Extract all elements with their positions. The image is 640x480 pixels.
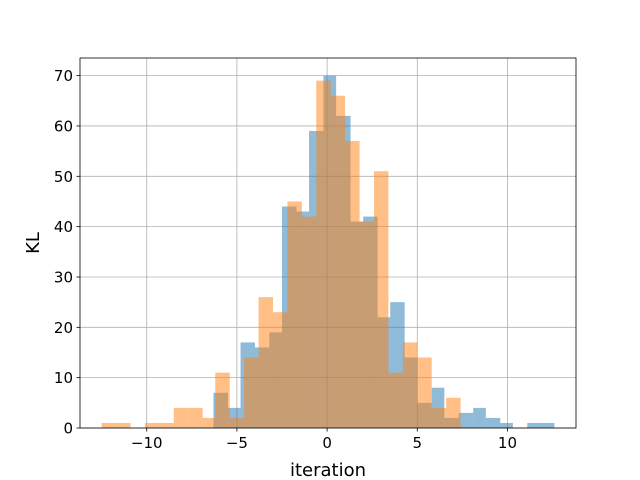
histogram-bar bbox=[101, 422, 117, 428]
histogram-bar bbox=[202, 417, 216, 428]
y-tick-label: 60 bbox=[54, 117, 73, 135]
histogram-bar bbox=[316, 80, 331, 428]
histogram-bar bbox=[446, 397, 461, 428]
histogram-bar bbox=[485, 417, 501, 428]
histogram-bar bbox=[417, 357, 432, 428]
histogram-bar bbox=[116, 422, 131, 428]
histogram-bars bbox=[101, 75, 555, 429]
histogram-bar bbox=[388, 372, 403, 428]
y-tick-label: 20 bbox=[54, 319, 73, 337]
x-tick-label: 5 bbox=[413, 434, 423, 452]
x-axis-label: iteration bbox=[290, 460, 366, 480]
histogram-bar bbox=[527, 422, 540, 428]
histogram-bar bbox=[173, 407, 189, 428]
histogram-bar bbox=[229, 417, 245, 428]
histogram-bar bbox=[159, 422, 174, 428]
y-tick-label: 30 bbox=[54, 268, 73, 286]
histogram-bar bbox=[539, 422, 555, 428]
histogram-series-2 bbox=[101, 80, 461, 429]
plot-frame bbox=[79, 57, 577, 429]
axis-ticks: −10 −5 0 5 10 0 10 20 30 40 50 60 70 bbox=[54, 67, 517, 452]
histogram-bar bbox=[272, 312, 288, 428]
y-tick-label: 0 bbox=[63, 420, 73, 438]
histogram-bar bbox=[301, 216, 317, 428]
x-tick-label: −10 bbox=[131, 434, 163, 452]
histogram-bar bbox=[500, 422, 513, 428]
histogram-bar bbox=[330, 95, 346, 429]
x-tick-label: −5 bbox=[226, 434, 248, 452]
histogram-bar bbox=[287, 201, 302, 428]
y-tick-label: 70 bbox=[54, 67, 73, 85]
histogram-bar bbox=[258, 297, 273, 428]
histogram-bar bbox=[144, 422, 160, 428]
histogram-bar bbox=[373, 171, 389, 428]
x-tick-label: 10 bbox=[498, 434, 517, 452]
histogram-bar bbox=[473, 407, 486, 428]
x-tick-label: 0 bbox=[322, 434, 332, 452]
histogram-bar bbox=[458, 412, 474, 428]
histogram-bar bbox=[345, 141, 360, 428]
y-tick-label: 40 bbox=[54, 218, 73, 236]
y-tick-label: 50 bbox=[54, 168, 73, 186]
y-tick-label: 10 bbox=[54, 369, 73, 387]
y-axis-label: KL bbox=[23, 232, 44, 254]
histogram-bar bbox=[215, 372, 230, 428]
histogram-bar bbox=[402, 342, 418, 428]
histogram-bar bbox=[431, 407, 447, 428]
histogram-bar bbox=[359, 221, 374, 428]
histogram-bar bbox=[244, 357, 259, 428]
histogram-bar bbox=[188, 407, 203, 428]
